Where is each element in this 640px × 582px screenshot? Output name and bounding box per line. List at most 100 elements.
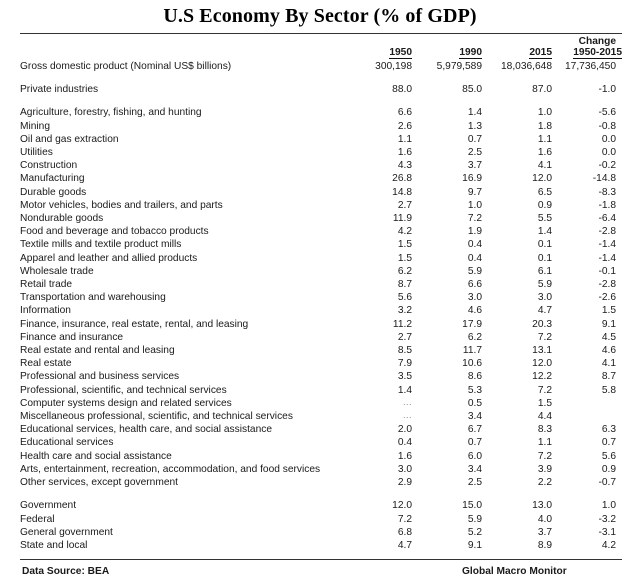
table-row: Wholesale trade 6.2 5.9 6.1 -0.1 [20, 265, 622, 278]
table-row: Miscellaneous professional, scientific, … [20, 410, 622, 423]
data-source-label: Data Source: BEA [22, 566, 110, 578]
cell-change: -0.8 [598, 120, 616, 132]
table-row: Motor vehicles, bodies and trailers, and… [20, 199, 622, 212]
cell-1950: 12.0 [392, 500, 412, 512]
cell-change: 1.0 [601, 500, 616, 512]
table-spacer-row [20, 96, 622, 106]
header-1990-label: 1990 [459, 47, 482, 59]
cell-change: -1.0 [598, 84, 616, 96]
row-label: Finance and insurance [20, 331, 124, 343]
cell-1990: 1.0 [467, 199, 482, 211]
cell-2015: 7.2 [537, 331, 552, 343]
cell-1990: 2.5 [467, 147, 482, 159]
cell-1950: 7.9 [397, 358, 412, 370]
cell-2015: 1.1 [537, 133, 552, 145]
cell-1950: 14.8 [392, 186, 412, 198]
cell-change: -3.1 [598, 526, 616, 538]
cell-1950: 1.6 [397, 147, 412, 159]
cell-change: 0.7 [601, 437, 616, 449]
table-spacer-cell [20, 96, 622, 106]
cell-1990: 7.2 [467, 213, 482, 225]
cell-1990: 3.0 [467, 292, 482, 304]
economy-by-sector-table: 1950 1990 2015 Change 1950-2015 Gross do… [20, 34, 622, 552]
cell-change: 17,736,450 [565, 61, 616, 72]
header-change-range: 1950-2015 [573, 47, 622, 59]
table-row: Federal 7.2 5.9 4.0 -3.2 [20, 513, 622, 526]
row-label: Information [20, 305, 71, 317]
row-label: Real estate and rental and leasing [20, 345, 175, 357]
cell-1950: 88.0 [392, 84, 412, 96]
cell-change: -0.1 [598, 265, 616, 277]
table-spacer-cell [20, 489, 622, 499]
cell-1950: 5.6 [397, 292, 412, 304]
row-label: General government [20, 526, 113, 538]
cell-1990: 6.6 [467, 279, 482, 291]
cell-1950: 8.5 [397, 345, 412, 357]
cell-1950: 6.8 [397, 526, 412, 538]
cell-change: 4.5 [601, 331, 616, 343]
cell-2015: 12.2 [532, 371, 552, 383]
cell-1950: 2.7 [397, 199, 412, 211]
cell-2015: 1.5 [537, 397, 552, 409]
cell-change: 4.6 [601, 345, 616, 357]
cell-1990: 1.9 [467, 226, 482, 238]
table-row: Construction 4.3 3.7 4.1 -0.2 [20, 159, 622, 172]
header-1950: 1950 [342, 34, 412, 60]
header-change: Change 1950-2015 [552, 34, 622, 60]
table-row: Arts, entertainment, recreation, accommo… [20, 463, 622, 476]
cell-1950: 11.9 [392, 213, 412, 225]
not-available-marker: ... [402, 396, 412, 407]
table-row: Transportation and warehousing 5.6 3.0 3.0 -… [20, 291, 622, 304]
cell-1950: 2.0 [397, 424, 412, 436]
cell-1950: 6.2 [397, 265, 412, 277]
cell-1990: 8.6 [467, 371, 482, 383]
row-label: Transportation and warehousing [20, 292, 166, 304]
header-label-cell [20, 34, 342, 60]
table-body: Gross domestic product (Nominal US$ bill… [20, 60, 622, 552]
cell-1950: 2.6 [397, 120, 412, 132]
cell-change [552, 397, 622, 410]
table-row: Real estate 7.9 10.6 12.0 4.1 [20, 357, 622, 370]
table-row: State and local 4.7 9.1 8.9 4.2 [20, 539, 622, 552]
cell-change: -6.4 [598, 213, 616, 225]
cell-1990: 5.9 [467, 265, 482, 277]
cell-2015: 4.7 [537, 305, 552, 317]
table-row: Professional, scientific, and technical … [20, 384, 622, 397]
cell-1990: 5.2 [467, 526, 482, 538]
cell-2015: 3.0 [537, 292, 552, 304]
header-row: 1950 1990 2015 Change 1950-2015 [20, 34, 622, 60]
table-row: Agriculture, forestry, fishing, and hunt… [20, 106, 622, 119]
cell-2015: 2.2 [537, 477, 552, 489]
row-label: Apparel and leather and allied products [20, 252, 198, 264]
cell-change: 4.1 [601, 358, 616, 370]
cell-1950: 11.2 [392, 318, 412, 330]
cell-1990: 0.7 [467, 437, 482, 449]
cell-change: -2.8 [598, 226, 616, 238]
cell-change: -3.2 [598, 513, 616, 525]
cell-2015: 4.0 [537, 513, 552, 525]
cell-2015: 1.1 [537, 437, 552, 449]
row-label: Food and beverage and tobacco products [20, 226, 209, 238]
table-row: Government 12.0 15.0 13.0 1.0 [20, 499, 622, 512]
row-label: Mining [20, 120, 51, 132]
table-row: Other services, except government 2.9 2.5 2… [20, 476, 622, 489]
cell-2015: 6.1 [537, 265, 552, 277]
cell-1990: 2.5 [467, 477, 482, 489]
row-label: Federal [20, 513, 55, 525]
table-row: Nondurable goods 11.9 7.2 5.5 -6.4 [20, 212, 622, 225]
cell-change: -5.6 [598, 107, 616, 119]
cell-2015: 4.4 [537, 411, 552, 423]
cell-change: 0.0 [601, 147, 616, 159]
cell-1990: 0.5 [467, 397, 482, 409]
table-header: 1950 1990 2015 Change 1950-2015 [20, 34, 622, 60]
cell-1990: 85.0 [462, 84, 482, 96]
row-label: Utilities [20, 147, 53, 159]
cell-1990: 5,979,589 [436, 61, 482, 72]
row-label: Real estate [20, 358, 72, 370]
table-spacer-cell [20, 73, 622, 83]
cell-change: 0.9 [601, 463, 616, 475]
table-row: Retail trade 8.7 6.6 5.9 -2.8 [20, 278, 622, 291]
cell-1950: 4.2 [397, 226, 412, 238]
table-row: Food and beverage and tobacco products 4.… [20, 225, 622, 238]
